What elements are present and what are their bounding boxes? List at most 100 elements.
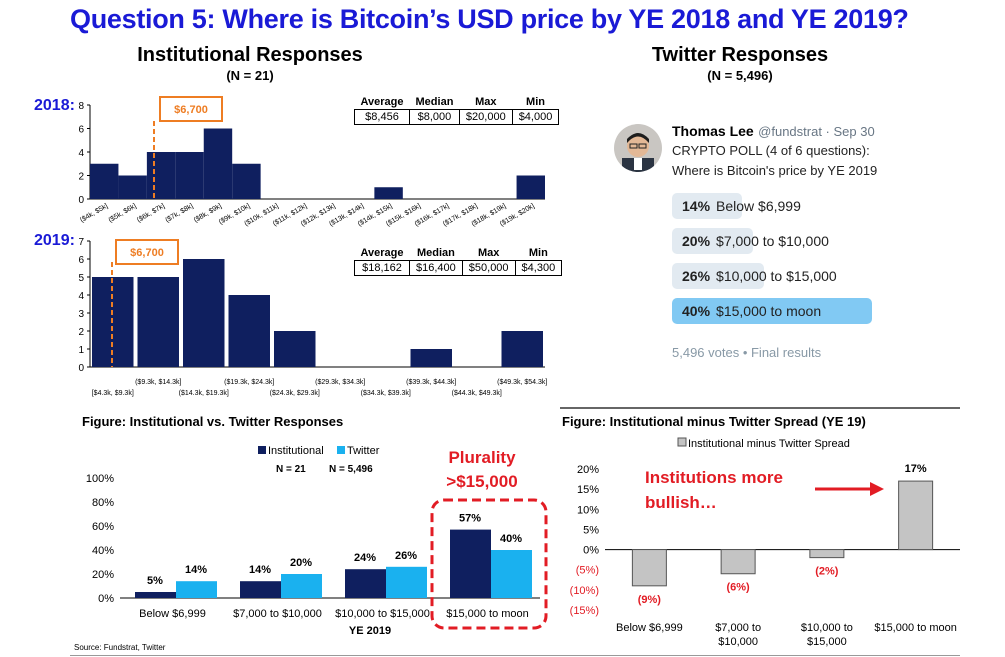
- spread-bar: [898, 480, 934, 551]
- x-tick-label: $7,000 to $10,000: [233, 608, 322, 620]
- poll-label: $7,000 to $10,000: [716, 233, 829, 249]
- poll-percent: 40%: [682, 303, 711, 319]
- x-tick-label: ($49.3k, $54.3k]: [497, 379, 547, 386]
- tweet-text-line2: Where is Bitcoin's price by YE 2019: [672, 163, 878, 178]
- x-tick-label: $15,000 to moon: [874, 622, 957, 634]
- histogram-bar: [146, 152, 176, 199]
- bar-institutional: [240, 581, 281, 598]
- data-label: 24%: [354, 552, 376, 564]
- tweet-user-name[interactable]: Thomas Lee: [672, 123, 754, 139]
- price-marker-box: [115, 239, 179, 265]
- data-label: (6%): [727, 582, 751, 594]
- twitter-n: (N = 5,496): [707, 68, 773, 83]
- y-tick-label: 3: [78, 309, 84, 320]
- y-tick-label: 10%: [577, 504, 599, 516]
- stats-average: $8,456: [353, 109, 411, 125]
- histogram-bar: [516, 175, 545, 199]
- poll-label: $15,000 to moon: [716, 303, 822, 319]
- poll-label: $10,000 to $15,000: [716, 268, 837, 284]
- bar-twitter: [281, 574, 322, 598]
- plurality-highlight: [430, 498, 548, 630]
- y-tick-label: 20%: [92, 569, 114, 581]
- stats-header-row: Average Median Max Min: [354, 246, 562, 261]
- bar-twitter: [491, 550, 532, 598]
- data-label: (2%): [815, 566, 839, 578]
- data-label: 20%: [290, 557, 312, 569]
- y-tick-label: 40%: [92, 545, 114, 557]
- stats-table-2018: Average Median Max Min $8,456 $8,000 $20…: [353, 95, 560, 125]
- poll-option[interactable]: 14% Below $6,999: [672, 193, 912, 219]
- annotation-text: bullish…: [645, 493, 717, 512]
- poll-label: Below $6,999: [716, 198, 801, 214]
- legend-n: N = 5,496: [329, 464, 373, 475]
- data-label: 40%: [500, 533, 522, 545]
- histogram-bar: [274, 331, 316, 367]
- x-tick-label: Below $6,999: [139, 608, 206, 620]
- poll-percent: 14%: [682, 198, 711, 214]
- stats-header-row: Average Median Max Min: [354, 95, 559, 110]
- institutional-n: (N = 21): [226, 68, 274, 83]
- legend-swatch-institutional: [258, 446, 266, 454]
- price-marker-label: $6,700: [174, 104, 208, 116]
- poll-bar: [672, 298, 872, 324]
- poll-option[interactable]: 40% $15,000 to moon: [672, 298, 912, 324]
- avatar[interactable]: [614, 124, 662, 172]
- legend-label: Institutional: [268, 445, 324, 457]
- stats-max: $20,000: [458, 109, 513, 125]
- histogram-bar: [118, 175, 147, 199]
- poll-percent: 26%: [682, 268, 711, 284]
- poll-percent: 20%: [682, 233, 711, 249]
- versus-chart: 0% 20% 40% 60% 80% 100% 5% 14% Below $6,999 14% 20…: [86, 445, 548, 637]
- y-tick-label: 2: [78, 172, 84, 183]
- legend-swatch-twitter: [337, 446, 345, 454]
- y-tick-label: 6: [78, 125, 84, 136]
- y-tick-label: 15%: [577, 484, 599, 496]
- histogram-bar: [90, 163, 119, 199]
- poll-option[interactable]: 20% $7,000 to $10,000: [672, 228, 912, 254]
- x-tick-label: ($44.3k, $49.3k]: [452, 390, 502, 397]
- x-tick-label: ($19.3k, $24.3k]: [224, 379, 274, 386]
- histogram-bar: [175, 152, 204, 199]
- x-tick-label: ($34.3k, $39.3k]: [361, 390, 411, 397]
- poll-option[interactable]: 26% $10,000 to $15,000: [672, 263, 912, 289]
- stats-value-row: $8,456 $8,000 $20,000 $4,000: [353, 109, 560, 125]
- versus-figure-title: Figure: Institutional vs. Twitter Respon…: [82, 414, 344, 429]
- x-tick-label: $10,000 to $15,000: [335, 608, 430, 620]
- stats-header: Max: [459, 95, 513, 110]
- poll-footer: 5,496 votes • Final results: [672, 345, 822, 360]
- y-tick-label: 7: [78, 237, 84, 248]
- y-tick-label: 0%: [98, 593, 114, 605]
- legend-n: N = 21: [276, 464, 306, 475]
- x-axis-title: YE 2019: [349, 625, 391, 637]
- bar-institutional: [135, 592, 176, 598]
- tweet-user-handle[interactable]: @fundstrat · Sep 30: [758, 124, 875, 139]
- y-tick-label: 60%: [92, 521, 114, 533]
- spread-figure-title: Figure: Institutional minus Twitter Spre…: [562, 414, 866, 429]
- spread-chart: (15%) (10%) (5%) 0% 5% 10% 15% 20% (9%) Below $6,…: [570, 437, 960, 647]
- stats-header: Min: [512, 95, 559, 110]
- annotation-text: Institutions more: [645, 468, 783, 487]
- y-tick-label: 4: [78, 291, 84, 302]
- x-tick-label: Below $6,999: [616, 622, 683, 634]
- y-tick-label: 5: [78, 273, 84, 284]
- x-tick-label: ($14.3k, $19.3k]: [179, 390, 229, 397]
- stats-average: $18,162: [353, 260, 411, 276]
- annotation-text: >$15,000: [446, 472, 517, 491]
- data-label: 26%: [395, 550, 417, 562]
- year-label-2019: 2019:: [34, 232, 75, 249]
- histogram-bar: [232, 163, 261, 199]
- data-label: 14%: [185, 564, 207, 576]
- histogram-bar: [203, 128, 233, 199]
- y-tick-label: 6: [78, 255, 84, 266]
- tweet-text-line1: CRYPTO POLL (4 of 6 questions):: [672, 143, 870, 158]
- data-label: (9%): [638, 594, 662, 606]
- poll-bar: [672, 228, 753, 254]
- y-tick-label: 0: [78, 195, 84, 206]
- page-title: Question 5: Where is Bitcoin’s USD price…: [70, 4, 909, 34]
- legend-swatch: [677, 437, 687, 447]
- x-tick-label: $10,000: [718, 636, 758, 647]
- y-tick-label: 100%: [86, 473, 114, 485]
- poll-bar: [672, 193, 743, 219]
- spread-bar: [809, 549, 845, 559]
